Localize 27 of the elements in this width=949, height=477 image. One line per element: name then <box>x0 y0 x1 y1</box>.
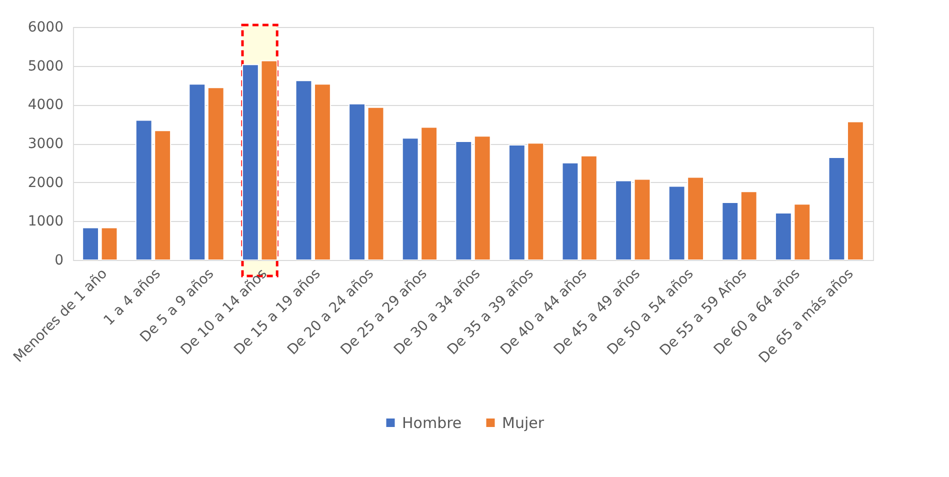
bar <box>580 155 598 260</box>
bar <box>100 227 118 260</box>
bar <box>188 84 206 260</box>
y-tick-label: 2000 <box>28 174 64 191</box>
bar <box>82 227 100 260</box>
y-tick-label: 1000 <box>28 214 64 230</box>
legend-label: Mujer <box>502 414 545 432</box>
bar <box>455 141 472 260</box>
bar <box>367 106 384 260</box>
legend-label: Hombre <box>402 414 462 432</box>
bar <box>474 136 491 260</box>
bar <box>615 180 632 260</box>
bar <box>562 162 579 260</box>
y-tick-label: 3000 <box>28 136 64 152</box>
bar <box>740 191 758 260</box>
bar <box>828 156 846 260</box>
bar <box>314 84 331 260</box>
bar <box>722 202 739 260</box>
y-tick-label: 0 <box>54 252 64 268</box>
y-tick-label: 5000 <box>28 58 64 74</box>
bar <box>634 178 651 260</box>
y-tick-label: 4000 <box>28 97 64 114</box>
bar <box>207 87 224 260</box>
y-tick-label: 6000 <box>28 20 64 36</box>
bar <box>846 121 864 260</box>
bar <box>295 80 312 260</box>
bar <box>348 103 366 260</box>
